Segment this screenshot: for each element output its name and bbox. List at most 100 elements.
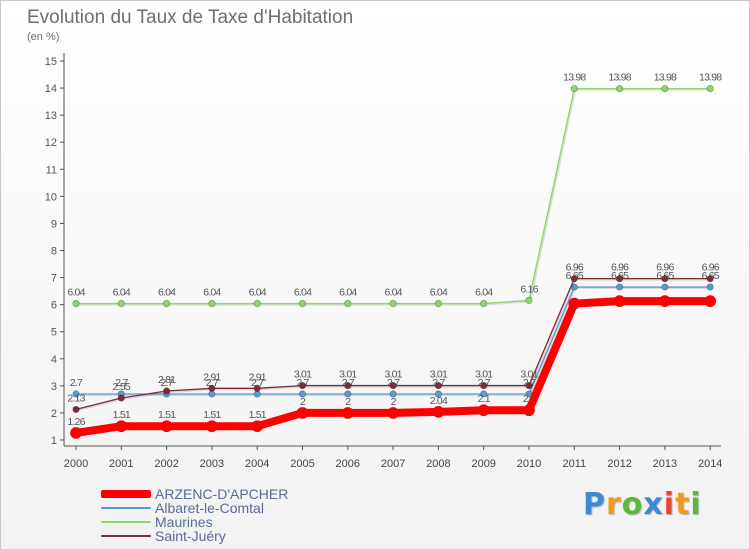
data-label: 6.04 [249,287,267,299]
data-label: 1.51 [203,409,221,421]
data-point [253,300,261,308]
x-tick-label: 2011 [562,458,586,470]
y-tick-label: 6 [51,300,57,312]
data-label: 2.7 [251,377,264,389]
y-tick-label: 5 [51,327,57,339]
x-tick-label: 2012 [607,458,631,470]
data-point [70,427,82,439]
data-point [659,295,671,307]
data-point [206,420,218,433]
x-tick-label: 2001 [109,458,133,470]
legend-swatch [101,535,151,537]
data-label: 6.96 [656,262,674,274]
series-arzenc-d-apcher: 1.26 1.51 1.51 1.51 1.51 2 2 2 2.04 2.1 2.1 [67,295,717,439]
data-label: 6.04 [430,287,448,299]
y-tick-label: 13 [45,110,57,122]
chart-title: Evolution du Taux de Taxe d'Habitation [27,7,354,28]
data-point [613,295,626,307]
data-label: 6.96 [566,262,584,274]
proxiti-logo: Proxiti [583,487,702,522]
data-label: 13.98 [699,72,722,84]
series-maurines: 6.04 6.04 6.04 6.04 6.04 6.04 6.04 6.04 6.04 6.04… [67,72,723,308]
legend-label: ARZENC-D'APCHER [155,486,289,502]
data-point [160,420,173,433]
y-tick-label: 10 [45,191,57,203]
logo-letter: x [643,487,664,522]
x-tick-label: 2013 [653,458,677,470]
data-label: 2.91 [203,371,221,383]
x-tick-label: 2005 [290,458,314,470]
data-point [661,283,669,291]
data-point [523,404,535,417]
data-point [704,295,717,307]
data-point [117,394,125,402]
data-point [525,296,533,304]
data-point [72,390,80,398]
data-point [389,390,397,398]
data-point [568,297,581,310]
data-point [72,300,80,308]
data-point [208,384,216,392]
y-tick-label: 9 [51,218,57,230]
legend-label: Albaret-le-Comtal [155,500,264,516]
data-point [661,85,669,93]
x-tick-label: 2002 [154,458,178,470]
logo-letter: i [663,487,676,522]
data-point [344,390,352,398]
data-point [480,382,488,390]
y-tick-label: 15 [45,56,57,68]
data-point [341,407,354,419]
legend-swatch [101,490,151,498]
data-label: 2.13 [67,392,85,404]
data-label: 2 [391,396,397,408]
data-label: 6.04 [158,287,176,299]
legend-label: Saint-Juéry [155,528,226,544]
data-point [208,300,216,308]
legend-label: Maurines [155,514,213,530]
data-point [706,85,714,93]
legend-swatch [101,507,151,509]
x-tick-label: 2003 [200,458,224,470]
data-point [251,420,264,433]
data-label: 6.04 [294,287,312,299]
logo-letter: r [606,487,622,522]
data-point [296,407,309,419]
y-tick-label: 2 [51,408,57,420]
x-tick-label: 2006 [336,458,360,470]
data-label: 2.7 [160,377,173,389]
x-tick-label: 2000 [64,458,88,470]
y-tick-label: 4 [51,354,57,366]
data-point [389,382,397,390]
legend-swatch [101,521,151,523]
x-tick-label: 2014 [698,458,722,470]
data-point [525,382,533,390]
series-saint-ju-ry: 2.13 2.55 2.81 2.91 2.91 3.01 3.01 3.01 3.01 3.01… [67,262,721,413]
data-point [253,384,261,392]
data-label: 6.04 [203,287,221,299]
data-label: 2.7 [115,377,128,389]
data-label: 1.51 [249,409,267,421]
x-tick-label: 2004 [245,458,269,470]
data-point [434,300,442,308]
data-point [72,405,80,413]
data-point [616,85,624,93]
data-point [434,382,442,390]
data-label: 2.7 [206,377,219,389]
data-label: 2 [345,396,351,408]
data-label: 1.51 [158,409,176,421]
data-point [163,300,171,308]
data-point [570,275,578,283]
data-label: 6.04 [384,287,402,299]
data-point [480,390,488,398]
data-label: 13.98 [654,72,677,84]
data-label: 2.91 [249,371,267,383]
data-point [432,405,445,418]
logo-letter: P [583,487,606,522]
data-label: 2.81 [158,374,176,386]
data-label: 3.01 [339,369,357,381]
y-tick-label: 1 [51,435,57,447]
data-label: 6.04 [113,287,131,299]
data-point [661,275,669,283]
